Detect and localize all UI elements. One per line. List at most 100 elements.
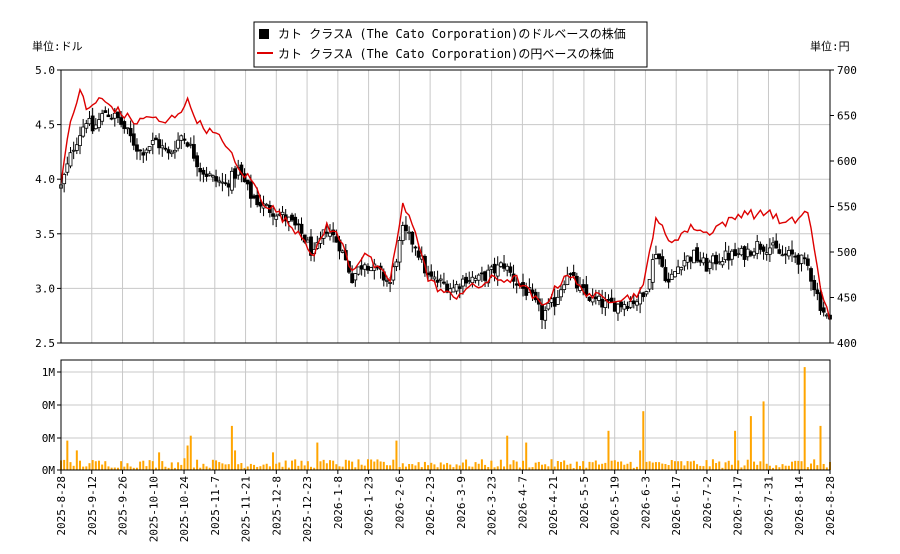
volume-bar-176	[616, 461, 619, 470]
usd-candle-body-84	[324, 231, 329, 234]
volume-bar-177	[620, 461, 623, 470]
volume-bar-46	[205, 466, 208, 470]
usd-candle-body-159	[562, 284, 567, 290]
usd-candle-body-190	[660, 256, 665, 267]
volume-bar-161	[569, 463, 572, 470]
volume-bar-69	[278, 462, 281, 470]
usd-candle-body-211	[726, 252, 731, 261]
volume-bar-232	[794, 460, 797, 470]
volume-bar-141	[506, 435, 509, 470]
usd-candle-body-106	[394, 261, 399, 267]
usd-candle-body-53	[226, 183, 231, 188]
jpy-price-line	[60, 87, 831, 321]
volume-bar-82	[319, 461, 322, 470]
volume-bar-5	[75, 450, 78, 470]
usd-candle-body-40	[185, 142, 190, 147]
usd-candle-body-22	[128, 128, 133, 137]
usd-candle-body-6	[78, 135, 82, 146]
usd-candle-body-242	[824, 314, 829, 317]
volume-bar-242	[825, 467, 828, 470]
volume-bar-240	[819, 425, 822, 470]
volume-bar-34	[167, 467, 170, 470]
volume-bar-9	[88, 463, 91, 470]
volume-bar-193	[670, 460, 673, 470]
volume-bar-44	[199, 467, 202, 470]
volume-bar-227	[778, 467, 781, 470]
volume-bar-212	[730, 464, 733, 470]
volume-bar-151	[537, 461, 540, 470]
usd-candle-body-217	[745, 248, 750, 258]
volume-bar-241	[822, 463, 825, 470]
usd-candle-body-186	[647, 279, 652, 290]
usd-candle-body-201	[695, 247, 699, 262]
volume-bar-233	[797, 460, 800, 470]
usd-candle-body-98	[369, 267, 374, 272]
volume-bar-179	[626, 463, 629, 470]
volume-bar-130	[471, 466, 474, 470]
legend-usd-label: カト クラスA (The Cato Corporation)のドルベースの株価	[278, 26, 626, 41]
usd-candle-body-183	[638, 292, 643, 305]
usd-candle-body-89	[340, 250, 345, 253]
volume-bar-156	[553, 466, 556, 470]
usd-candle-body-157	[555, 296, 560, 305]
volume-bar-235	[803, 367, 806, 470]
x-tick-label-14: 2026-3-23	[486, 476, 499, 536]
volume-bar-148	[528, 467, 531, 470]
volume-bar-103	[385, 465, 388, 470]
usd-candle-body-192	[666, 278, 671, 283]
usd-candle-body-117	[429, 271, 434, 277]
volume-bar-138	[496, 466, 499, 470]
usd-candle-body-109	[404, 224, 408, 232]
x-tick-label-20: 2026-6-17	[670, 476, 683, 536]
usd-candle-body-169	[593, 296, 598, 299]
usd-candle-body-74	[293, 216, 298, 226]
volume-bar-52	[224, 464, 227, 470]
volume-bar-41	[189, 435, 192, 470]
usd-candle-body-210	[723, 250, 728, 261]
left-unit-label: 単位:ドル	[32, 39, 83, 53]
right-tick-label-4: 600	[837, 155, 857, 168]
usd-candle-body-16	[109, 117, 114, 120]
volume-bar-169	[594, 460, 597, 470]
volume-bar-173	[607, 430, 610, 470]
usd-candle-body-188	[654, 254, 658, 259]
volume-bar-11	[94, 461, 97, 470]
usd-candle-body-182	[635, 301, 639, 306]
usd-candle-body-156	[552, 297, 557, 307]
usd-candle-body-203	[701, 257, 706, 264]
volume-bar-231	[791, 461, 794, 470]
volume-bar-56	[237, 464, 240, 470]
volume-bar-71	[284, 460, 287, 470]
volume-bar-96	[363, 465, 366, 470]
volume-bar-160	[566, 464, 569, 470]
volume-bar-192	[667, 465, 670, 470]
usd-candle-body-96	[362, 264, 367, 270]
volume-bar-238	[813, 459, 816, 470]
usd-candle-body-54	[229, 170, 234, 191]
left-tick-label-5: 5.0	[35, 64, 55, 77]
volume-bar-237	[810, 463, 813, 470]
usd-candle-body-191	[663, 267, 668, 282]
volume-bar-143	[512, 460, 515, 470]
usd-candle-body-94	[356, 266, 361, 275]
usd-candle-body-238	[812, 279, 817, 291]
volume-bar-29	[151, 461, 154, 470]
usd-candle-body-154	[546, 302, 551, 310]
volume-bar-42	[192, 467, 195, 470]
volume-bar-110	[408, 463, 411, 470]
volume-bar-152	[541, 464, 544, 470]
right-unit-label: 単位:円	[810, 39, 850, 53]
volume-bar-178	[623, 464, 626, 470]
usd-candle-body-222	[761, 246, 766, 252]
volume-bar-104	[389, 465, 392, 470]
x-tick-label-13: 2026-3-9	[455, 476, 468, 529]
usd-candle-body-44	[198, 167, 203, 173]
usd-candle-body-7	[81, 126, 86, 137]
usd-candle-body-15	[106, 114, 111, 118]
usd-candle-body-171	[600, 298, 605, 308]
x-tick-label-10: 2026-1-23	[363, 476, 376, 536]
usd-candle-body-10	[90, 115, 95, 132]
volume-bar-6	[78, 460, 81, 470]
volume-bar-59	[246, 466, 249, 470]
